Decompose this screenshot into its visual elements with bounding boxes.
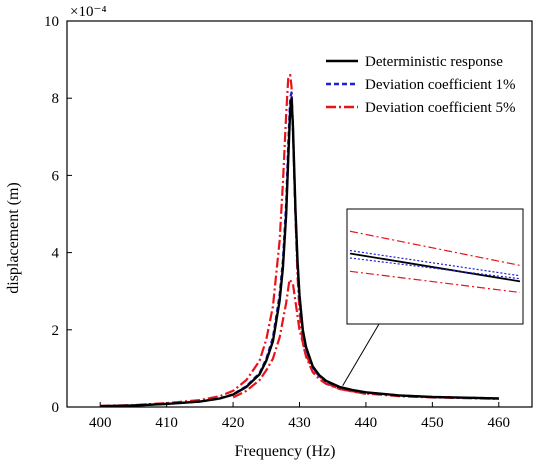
zoom-inset [342, 208, 524, 387]
y-axis-label: displacement (m) [5, 182, 22, 294]
y-tick-label: 0 [52, 400, 60, 416]
series-line-0 [100, 96, 499, 408]
inset-line-3 [349, 230, 521, 266]
legend-label-2: Deviation coefficient 5% [365, 100, 516, 116]
x-tick-label: 460 [488, 415, 511, 431]
x-tick-label: 440 [355, 415, 378, 431]
x-tick-label: 400 [89, 415, 112, 431]
inset-line-4 [349, 270, 521, 294]
y-tick-label: 10 [44, 14, 59, 30]
inset-line-0 [349, 252, 521, 283]
y-tick-label: 2 [52, 323, 60, 339]
x-tick-label: 430 [288, 415, 311, 431]
x-tick-label: 410 [155, 415, 178, 431]
y-tick-label: 6 [52, 168, 60, 184]
inset-frame [346, 208, 524, 325]
series-layer [100, 73, 499, 408]
x-axis-label: Frequency (Hz) [235, 443, 336, 460]
x-tick-label: 420 [222, 415, 245, 431]
x-tick-label: 450 [421, 415, 444, 431]
y-tick-label: 8 [52, 91, 60, 107]
y-axis-multiplier: ×10⁻⁴ [70, 4, 107, 20]
tick-labels: 400 410 420 430 440 450 460 0 2 4 6 8 10 [44, 14, 510, 431]
inset-line-1 [349, 257, 521, 280]
legend-label-0: Deterministic response [365, 54, 503, 70]
legend: Deterministic response Deviation coeffici… [326, 54, 516, 116]
inset-line-2 [349, 249, 521, 277]
y-tick-label: 4 [52, 246, 60, 262]
legend-label-1: Deviation coefficient 1% [365, 77, 516, 93]
inset-pointer [342, 323, 380, 387]
axes-layer [66, 20, 533, 408]
